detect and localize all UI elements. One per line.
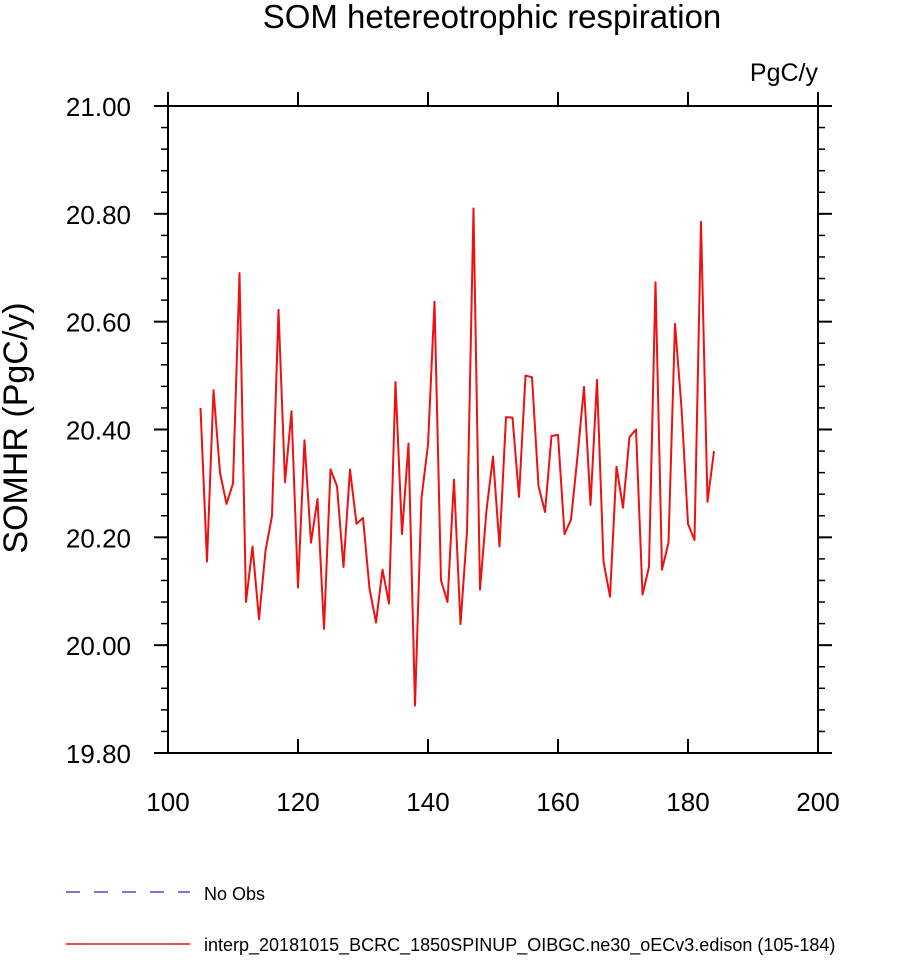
- legend: No Obs interp_20181015_BCRC_1850SPINUP_O…: [66, 884, 835, 956]
- axis-ticks-group: [154, 92, 832, 754]
- y-tick-label: 20.60: [66, 308, 131, 338]
- x-tick-label: 160: [536, 787, 579, 817]
- x-tick-label: 200: [796, 787, 839, 817]
- y-tick-label: 19.80: [66, 739, 131, 769]
- x-tick-label: 140: [406, 787, 449, 817]
- x-tick-label: 180: [666, 787, 709, 817]
- y-tick-label: 21.00: [66, 92, 131, 122]
- series-group: [199, 207, 715, 707]
- y-tick-label: 20.40: [66, 416, 131, 446]
- x-tick-label: 120: [276, 787, 319, 817]
- plot-frame: [167, 105, 819, 754]
- series-line-1: [199, 207, 715, 707]
- units-label: PgC/y: [750, 59, 819, 87]
- x-tick-label: 100: [146, 787, 189, 817]
- y-tick-label: 20.80: [66, 200, 131, 230]
- y-tick-label: 20.20: [66, 523, 131, 553]
- chart-title: SOM hetereotrophic respiration: [263, 0, 722, 35]
- legend-label-model: interp_20181015_BCRC_1850SPINUP_OIBGC.ne…: [204, 935, 835, 956]
- y-axis-label: SOMHR (PgC/y): [0, 302, 35, 553]
- tick-labels-group: 100 120 140 160 180 200 19.80 20.00 20.20 20.40 20…: [66, 92, 840, 817]
- legend-label-no-obs: No Obs: [204, 884, 265, 904]
- y-tick-label: 20.00: [66, 631, 131, 661]
